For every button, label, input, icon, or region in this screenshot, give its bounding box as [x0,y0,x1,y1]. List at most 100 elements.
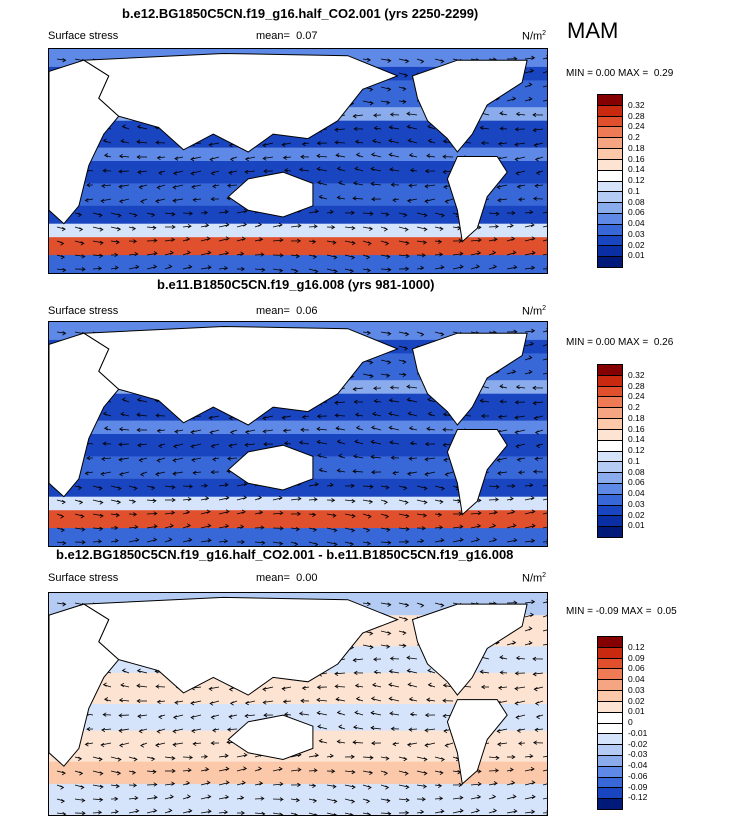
stress-arrowhead [459,264,464,269]
panel-3-minmax: MIN = -0.09 MAX = 0.05 [566,606,677,617]
stress-arrowhead [352,114,357,119]
stress-arrow [272,541,283,544]
stress-arrow [542,239,547,242]
stress-arrow [353,658,364,661]
stress-arrow [407,126,418,130]
stress-arrowhead [186,794,191,799]
colorbar-tick-label: 0.02 [628,695,645,706]
stress-arrowhead [60,798,65,804]
panel-3-mean-label: mean= [256,572,290,584]
stress-arrowhead [186,509,191,515]
stress-arrow [506,810,517,814]
stress-arrowhead [316,710,321,716]
stress-arrow [524,796,536,800]
stress-arrowhead [224,538,229,544]
stress-arrowhead [530,766,535,772]
stress-arrowhead [335,153,340,158]
stress-arrow [337,197,346,200]
stress-arrow [191,457,202,461]
stress-arrow [515,714,526,718]
stress-arrow [524,497,535,501]
stress-arrowhead [404,227,409,232]
stress-arrow [146,525,158,529]
stress-arrow [164,239,175,242]
stress-arrowhead [134,795,139,801]
stress-arrow [372,684,382,688]
stress-arrow [337,741,346,744]
stress-arrow [272,512,283,515]
stress-arrowhead [60,241,65,246]
stress-arrowhead [334,140,339,145]
stress-arrowhead [334,413,339,418]
stress-arrowhead [514,671,519,676]
land-masses [49,596,528,785]
stress-arrowhead [336,439,341,444]
colorbar-tick-label: 0.01 [628,706,645,716]
stress-arrowhead [369,770,374,776]
stress-arrow [272,224,283,228]
continent-outline [411,332,528,426]
stress-arrow [146,252,158,256]
stress-arrowhead [495,211,500,217]
stress-arrowhead [373,125,378,131]
stress-arrow [398,58,409,62]
stress-arrowhead [512,96,517,101]
stress-arrow [92,254,103,257]
panel-2-max-value: 0.26 [653,337,674,348]
stress-arrowhead [421,526,426,531]
stress-arrowhead [278,222,283,228]
stress-arrowhead [424,712,429,718]
stress-arrowhead [318,194,323,200]
stress-arrow [452,797,463,800]
stress-arrowhead [442,427,447,432]
stress-arrowhead [439,252,444,257]
stress-arrowhead [389,711,394,716]
stress-arrowhead [509,767,514,772]
stress-arrowhead [332,513,337,518]
stress-arrowhead [104,697,109,702]
stress-arrow [371,441,382,445]
stress-arrowhead [532,385,537,391]
stress-arrowhead [203,210,208,215]
stress-arrowhead [420,809,425,815]
stress-arrowhead [388,138,393,143]
stress-arrow [218,267,228,270]
stress-arrowhead [499,670,504,675]
stress-arrow [416,540,424,543]
stress-arrow [326,513,336,516]
stress-arrowhead [316,414,321,419]
stress-arrowhead [81,527,86,532]
stress-arrow [500,128,508,130]
stress-arrow [535,184,544,187]
stress-arrow [390,114,400,116]
stress-arrowhead [427,397,432,402]
stress-arrow [434,226,443,230]
colorbar-tick-label: 0.06 [628,207,645,217]
stress-arrow [426,155,436,158]
stress-arrowhead [84,471,89,476]
stress-arrow [542,253,547,256]
stress-arrowhead [350,754,355,759]
stress-arrowhead [532,112,537,118]
stress-arrowhead [62,267,67,273]
stress-arrowhead [312,239,317,244]
stress-arrowhead [331,225,336,230]
stress-arrowhead [387,331,392,336]
stress-arrowhead [338,180,343,185]
stress-arrowhead [367,514,372,519]
stress-arrow [182,485,193,487]
colorbar-swatch [598,637,622,648]
stress-arrowhead [114,809,119,814]
stress-arrow [193,742,202,745]
shading-band [49,161,547,184]
stress-arrowhead [366,601,371,607]
stress-arrowhead [511,509,516,514]
colorbar-tick-label: 0.02 [628,509,645,520]
stress-arrowhead [515,655,520,661]
colorbar-swatch [598,451,622,463]
stress-arrow [533,128,544,131]
stress-arrow [398,798,410,801]
stress-arrowhead [423,500,428,505]
stress-arrow [409,457,418,459]
stress-arrowhead [353,399,358,405]
